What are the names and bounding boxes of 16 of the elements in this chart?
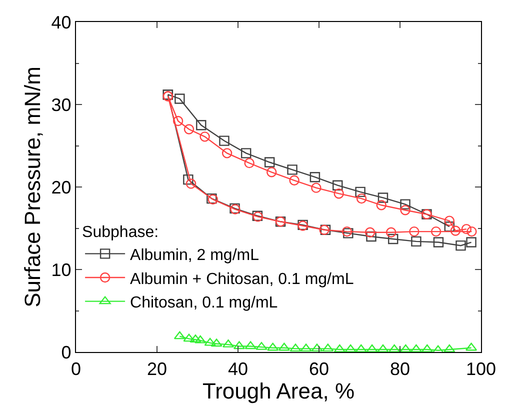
y-tick-label: 20	[51, 177, 72, 198]
x-tick-label: 20	[146, 358, 168, 379]
y-tick-label: 40	[51, 12, 72, 32]
x-axis-title: Trough Area, %	[202, 378, 355, 404]
y-axis-title: Surface Pressure, mN/m	[20, 66, 46, 308]
legend-label: Albumin, 2 mg/mL	[130, 246, 260, 264]
y-tick-label: 30	[51, 94, 72, 115]
y-tick-label: 0	[61, 342, 72, 362]
legend-label: Albumin + Chitosan, 0.1 mg/mL	[130, 270, 354, 288]
x-tick-label: 60	[308, 358, 330, 379]
legend-title: Subphase:	[82, 224, 159, 241]
x-tick-label: 100	[466, 358, 496, 379]
x-tick-label: 40	[228, 358, 248, 379]
x-tick-label: 80	[390, 358, 410, 379]
legend-label: Chitosan, 0.1 mg/mL	[130, 294, 278, 312]
y-tick-label: 10	[51, 260, 72, 280]
